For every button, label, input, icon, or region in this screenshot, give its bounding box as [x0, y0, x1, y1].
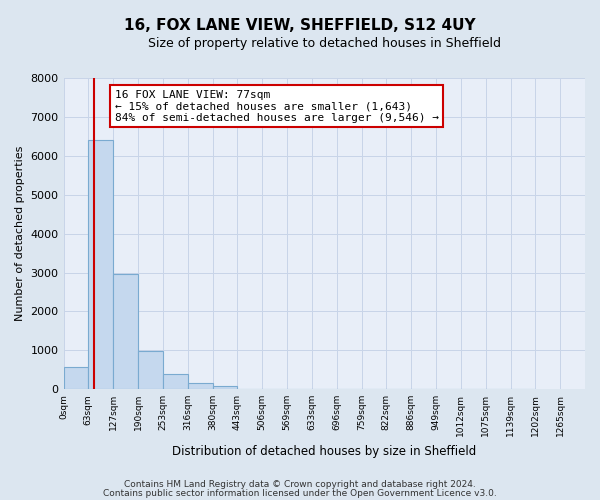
Bar [212, 386, 238, 389]
Bar [113, 274, 138, 389]
Title: Size of property relative to detached houses in Sheffield: Size of property relative to detached ho… [148, 38, 501, 51]
Text: 16, FOX LANE VIEW, SHEFFIELD, S12 4UY: 16, FOX LANE VIEW, SHEFFIELD, S12 4UY [124, 18, 476, 32]
Y-axis label: Number of detached properties: Number of detached properties [15, 146, 25, 322]
Text: Contains HM Land Registry data © Crown copyright and database right 2024.: Contains HM Land Registry data © Crown c… [124, 480, 476, 489]
X-axis label: Distribution of detached houses by size in Sheffield: Distribution of detached houses by size … [172, 444, 476, 458]
Bar [188, 382, 212, 389]
Bar [138, 351, 163, 389]
Bar [88, 140, 113, 389]
Bar [163, 374, 188, 389]
Text: 16 FOX LANE VIEW: 77sqm
← 15% of detached houses are smaller (1,643)
84% of semi: 16 FOX LANE VIEW: 77sqm ← 15% of detache… [115, 90, 439, 123]
Text: Contains public sector information licensed under the Open Government Licence v3: Contains public sector information licen… [103, 488, 497, 498]
Bar [64, 368, 88, 389]
